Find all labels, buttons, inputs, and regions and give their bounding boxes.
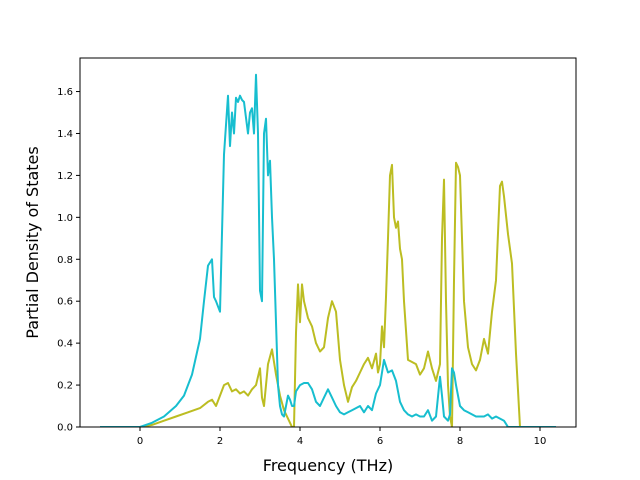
y-tick-label: 1.0: [57, 213, 73, 224]
y-tick-label: 0.8: [57, 255, 73, 266]
x-axis: 0 2 4 6 8 10: [137, 427, 547, 447]
y-tick-label: 0.2: [57, 381, 73, 392]
x-tick-label: 10: [534, 436, 547, 447]
y-tick-label: 0.0: [57, 423, 73, 434]
x-axis-label: Frequency (THz): [263, 456, 393, 475]
x-tick-label: 6: [377, 436, 383, 447]
y-axis-label: Partial Density of States: [23, 146, 42, 338]
y-tick-label: 0.4: [57, 339, 73, 350]
series-line-1: [100, 161, 556, 427]
x-tick-label: 8: [457, 436, 463, 447]
y-tick-label: 0.6: [57, 297, 73, 308]
series-line-2: [100, 73, 556, 427]
x-tick-label: 0: [137, 436, 143, 447]
y-tick-label: 1.6: [57, 87, 73, 98]
y-tick-label: 1.2: [57, 171, 73, 182]
y-axis: 0.0 0.2 0.4 0.6 0.8 1.0 1.2 1.4 1.6: [57, 87, 80, 434]
y-tick-label: 1.4: [57, 129, 73, 140]
x-tick-label: 4: [297, 436, 303, 447]
plot-area: [100, 73, 556, 427]
x-tick-label: 2: [217, 436, 223, 447]
axes-frame: [79, 57, 577, 428]
